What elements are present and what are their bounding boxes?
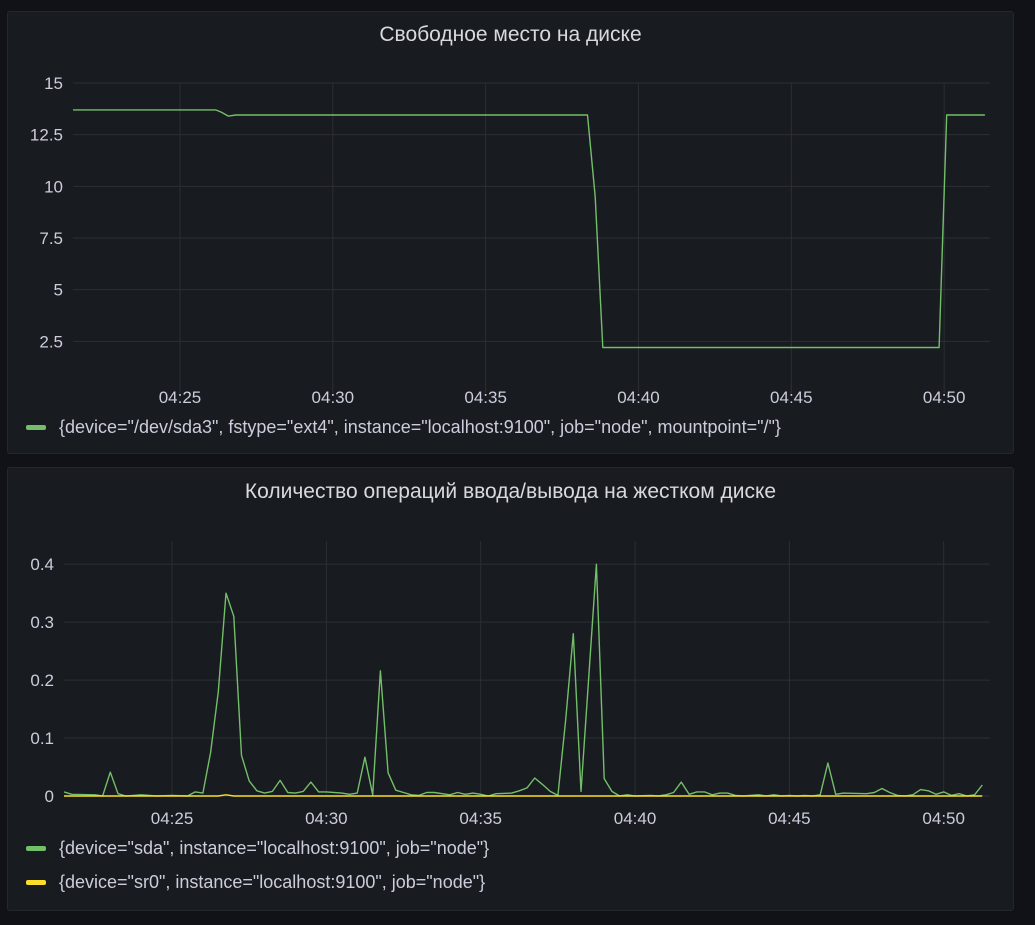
legend-label: {device="sr0", instance="localhost:9100"…: [59, 871, 486, 892]
panel-title: Количество операций ввода/вывода на жест…: [244, 480, 777, 503]
y-tick-label: 15: [44, 74, 63, 93]
legend-color-swatch: [26, 845, 46, 851]
x-tick-label: 04:40: [614, 809, 657, 828]
y-tick-label: 0.3: [30, 613, 54, 632]
legend-color-swatch: [26, 879, 46, 885]
x-tick-label: 04:35: [459, 809, 502, 828]
series-line-0: [73, 109, 985, 349]
series-line-1: [64, 794, 983, 797]
y-tick-label: 0: [45, 787, 54, 806]
legend-color-swatch: [26, 424, 46, 430]
disk-io-operations-panel[interactable]: Количество операций ввода/вывода на жест…: [7, 467, 1014, 911]
x-tick-label: 04:35: [464, 388, 507, 407]
y-tick-label: 0.4: [30, 555, 54, 574]
legend-item-sr0[interactable]: {device="sr0", instance="localhost:9100"…: [26, 871, 485, 893]
y-tick-label: 10: [44, 177, 63, 196]
disk-io-operations-chart[interactable]: 0.4 0.3 0.2 0.1 0 04:25 04:30 04:35 04:40 04:45 04…: [8, 468, 1015, 838]
legend-label: {device="sda", instance="localhost:9100"…: [59, 837, 490, 858]
x-tick-label: 04:50: [922, 809, 965, 828]
y-tick-label: 5: [54, 281, 63, 300]
disk-free-space-chart[interactable]: 15 12.5 10 7.5 5 2.5 04:25 04:30 04:35 04:40 04:45…: [8, 12, 1015, 417]
x-tick-label: 04:25: [151, 809, 194, 828]
x-tick-label: 04:30: [312, 388, 355, 407]
panel-title: Свободное место на диске: [379, 23, 642, 46]
y-tick-label: 0.1: [30, 729, 54, 748]
y-tick-label: 7.5: [39, 229, 63, 248]
series-line-0: [63, 563, 983, 797]
legend-label: {device="/dev/sda3", fstype="ext4", inst…: [59, 416, 781, 437]
y-tick-label: 0.2: [30, 671, 54, 690]
legend-item-sda[interactable]: {device="sda", instance="localhost:9100"…: [26, 837, 489, 859]
x-tick-label: 04:30: [305, 809, 348, 828]
x-tick-label: 04:45: [770, 388, 813, 407]
y-tick-label: 2.5: [39, 332, 63, 351]
x-tick-label: 04:45: [768, 809, 811, 828]
disk-free-space-panel[interactable]: Свободное место на диске 15 12.5 10 7.5 5 2.5…: [7, 11, 1014, 454]
x-tick-label: 04:40: [617, 388, 660, 407]
legend-item-sda3[interactable]: {device="/dev/sda3", fstype="ext4", inst…: [26, 416, 781, 438]
x-tick-label: 04:25: [159, 388, 202, 407]
y-tick-label: 12.5: [30, 126, 63, 145]
x-tick-label: 04:50: [923, 388, 966, 407]
